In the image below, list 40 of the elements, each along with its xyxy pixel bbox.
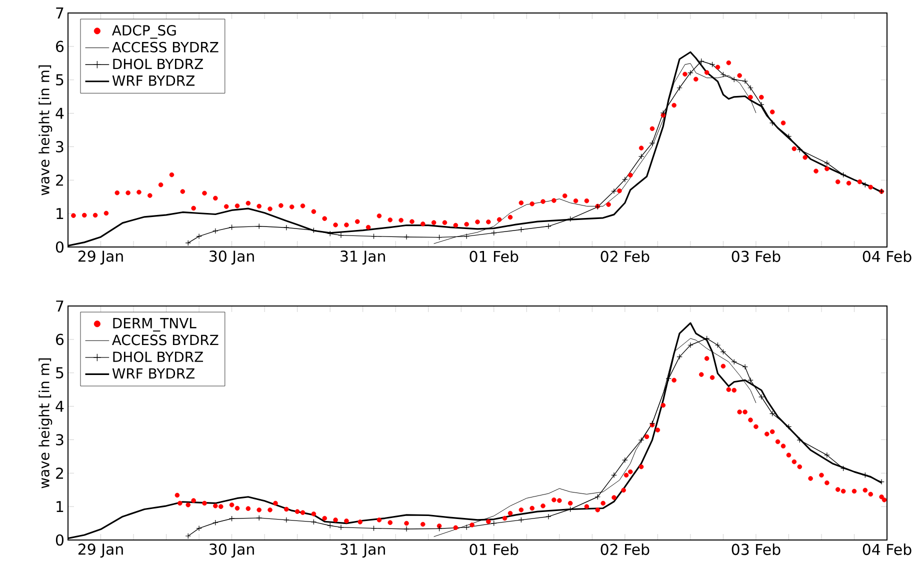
legend-label: WRF BYDRZ bbox=[112, 76, 195, 86]
y-axis-title: wave height [in m] bbox=[38, 65, 52, 196]
y-tick-label: 1 bbox=[56, 208, 64, 220]
y-tick-label: 0 bbox=[56, 241, 64, 253]
y-tick-label: 2 bbox=[56, 174, 63, 186]
y-tick-label: 7 bbox=[56, 300, 64, 312]
legend-label: DHOL BYDRZ bbox=[113, 352, 203, 362]
x-tick-label: 03 Feb bbox=[732, 544, 780, 556]
x-tick-label: 31 Jan bbox=[340, 250, 385, 265]
legend-label: WRF BYDRZ bbox=[112, 368, 195, 379]
y-tick-label: 7 bbox=[56, 8, 64, 18]
x-tick-label: 01 Feb bbox=[470, 544, 518, 556]
legend-label: DERM_TNVL bbox=[113, 318, 196, 332]
legend-label: ADCP_SG bbox=[112, 25, 176, 39]
y-tick-label: 5 bbox=[56, 367, 64, 378]
y-axis-title: wave height [in m] bbox=[38, 358, 52, 488]
y-tick-label: 5 bbox=[56, 74, 64, 86]
y-tick-label: 6 bbox=[56, 40, 64, 52]
x-tick-label: 30 Jan bbox=[210, 544, 254, 558]
y-tick-label: 4 bbox=[56, 400, 64, 412]
y-tick-label: 3 bbox=[56, 434, 64, 446]
legend-label: DHOL BYDRZ bbox=[113, 58, 203, 70]
x-tick-label: 02 Feb bbox=[600, 544, 650, 556]
legend-label: ACCESS BYDRZ bbox=[112, 334, 218, 346]
y-tick-label: 2 bbox=[56, 468, 63, 479]
y-tick-label: 3 bbox=[56, 141, 64, 152]
y-tick-label: 4 bbox=[56, 108, 64, 119]
x-tick-label: 02 Feb bbox=[600, 250, 650, 262]
y-tick-label: 6 bbox=[56, 334, 64, 346]
x-tick-label: 04 Feb bbox=[862, 250, 912, 262]
x-tick-label: 04 Feb bbox=[862, 544, 912, 556]
x-tick-label: 03 Feb bbox=[732, 250, 780, 262]
y-tick-label: 1 bbox=[56, 501, 64, 512]
x-tick-label: 31 Jan bbox=[340, 544, 385, 558]
x-tick-label: 01 Feb bbox=[470, 250, 518, 262]
legend-label: ACCESS BYDRZ bbox=[112, 42, 218, 52]
y-tick-label: 0 bbox=[56, 534, 64, 546]
x-tick-label: 30 Jan bbox=[210, 250, 254, 265]
x-tick-label: 29 Jan bbox=[78, 544, 123, 558]
x-tick-label: 29 Jan bbox=[78, 250, 123, 265]
